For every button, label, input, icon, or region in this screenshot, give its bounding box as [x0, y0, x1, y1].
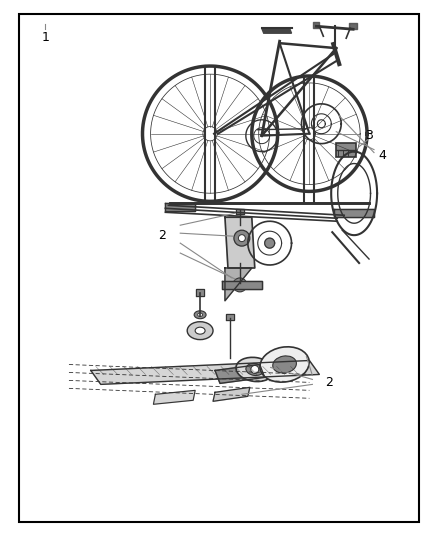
Polygon shape [165, 203, 195, 211]
Polygon shape [91, 360, 319, 384]
Polygon shape [153, 390, 195, 404]
Ellipse shape [246, 364, 264, 376]
Ellipse shape [236, 357, 274, 382]
Ellipse shape [198, 313, 203, 317]
Ellipse shape [260, 347, 309, 382]
Polygon shape [222, 281, 262, 289]
Polygon shape [225, 217, 255, 268]
Text: 3: 3 [365, 129, 373, 142]
Text: 2: 2 [325, 376, 333, 389]
Polygon shape [225, 268, 252, 301]
Circle shape [234, 230, 250, 246]
Circle shape [233, 278, 247, 292]
Polygon shape [226, 314, 234, 320]
Polygon shape [196, 289, 204, 296]
Text: 2: 2 [159, 229, 166, 241]
Polygon shape [213, 387, 250, 401]
Polygon shape [215, 365, 265, 383]
Circle shape [238, 235, 245, 241]
Ellipse shape [194, 311, 206, 319]
Ellipse shape [195, 327, 205, 334]
Ellipse shape [187, 322, 213, 340]
Polygon shape [334, 209, 374, 217]
Ellipse shape [273, 356, 297, 373]
Text: 1: 1 [41, 31, 49, 44]
Polygon shape [262, 28, 292, 33]
Text: 4: 4 [378, 149, 386, 162]
Polygon shape [265, 238, 275, 248]
Polygon shape [236, 209, 244, 214]
Circle shape [251, 366, 259, 374]
Bar [336, 143, 356, 157]
